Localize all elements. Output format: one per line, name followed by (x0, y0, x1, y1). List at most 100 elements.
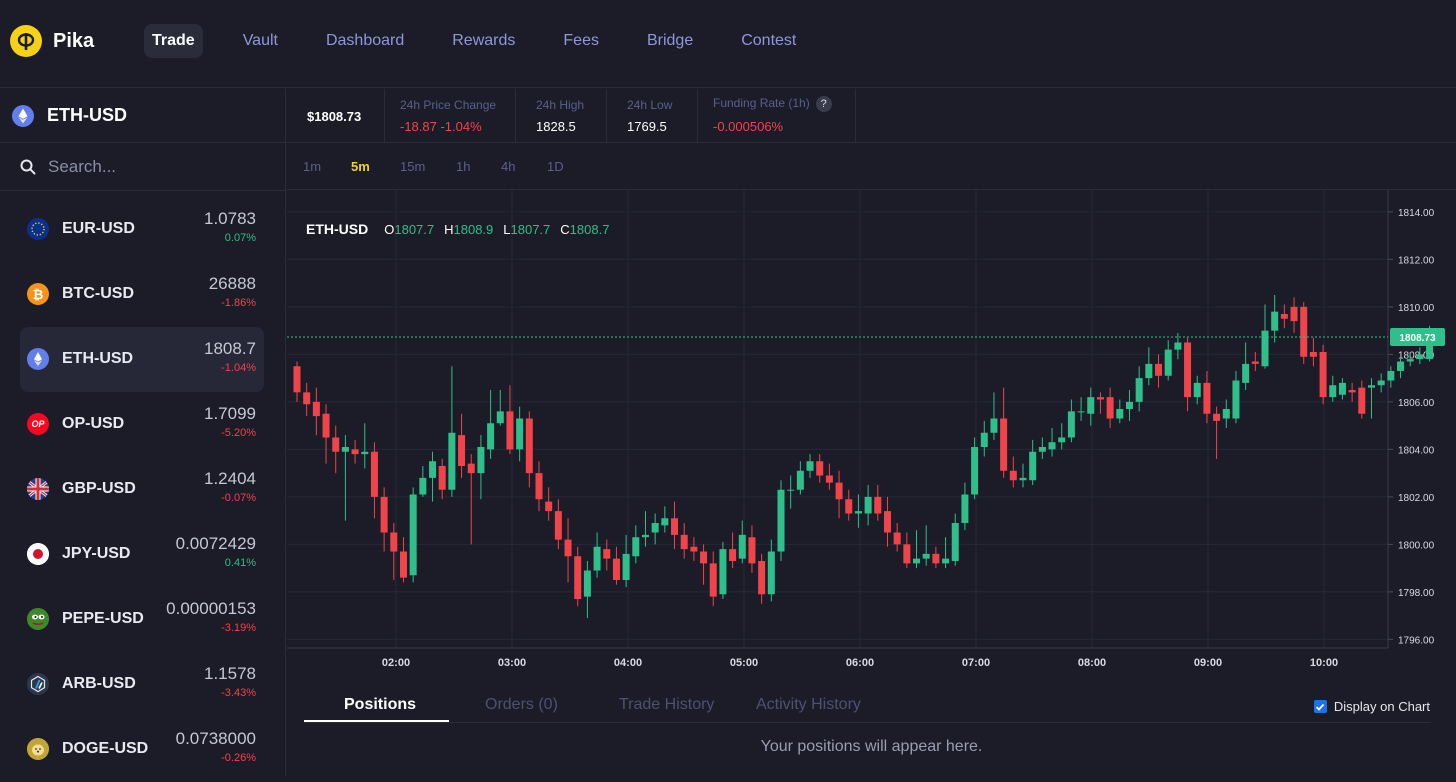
market-item-gbp-usd[interactable]: GBP-USD 1.2404 -0.07% (20, 457, 264, 522)
candle-body (1377, 380, 1385, 386)
checkbox-checked-icon[interactable] (1313, 700, 1327, 713)
candle-body (777, 489, 785, 552)
stat-24h-high: 24h High 1828.5 (516, 89, 607, 143)
stat-value: -18.87 -1.04% (400, 119, 482, 134)
uk-flag-icon (27, 478, 49, 500)
candle-body (603, 549, 611, 559)
nav-contest[interactable]: Contest (741, 32, 797, 49)
display-on-chart-label: Display on Chart (1333, 699, 1430, 714)
candle-body (429, 461, 437, 478)
market-item-op-usd[interactable]: OP OP-USD 1.7099 -5.20% (20, 392, 264, 457)
candle-body (370, 451, 378, 497)
legend-open-label: O (384, 222, 395, 237)
candle-body (554, 511, 562, 540)
candle-body (961, 494, 969, 523)
candle-body (1397, 361, 1405, 371)
market-item-doge-usd[interactable]: DOGE-USD 0.0738000 -0.26% (20, 717, 264, 782)
timeframe-15m[interactable]: 15m (400, 159, 426, 174)
timeframe-1m[interactable]: 1m (303, 159, 322, 174)
nav-rewards[interactable]: Rewards (452, 32, 516, 49)
candle-body (525, 418, 533, 474)
market-item-eth-usd[interactable]: ETH-USD 1808.7 -1.04% (20, 327, 264, 392)
candle-body (351, 449, 359, 455)
candle-body (545, 501, 553, 512)
candle-body (506, 411, 514, 450)
logo[interactable]: Pika (10, 25, 94, 57)
timeframe-1h[interactable]: 1h (456, 159, 471, 174)
candle-body (1319, 352, 1327, 398)
candle-body (516, 418, 524, 450)
search-input[interactable]: Search... (48, 156, 117, 176)
candle-body (1309, 352, 1317, 357)
market-item-btc-usd[interactable]: ₿ BTC-USD 26888 -1.86% (20, 262, 264, 327)
candle-body (796, 470, 804, 490)
stat-label: 24h High (536, 98, 585, 112)
optimism-icon: OP (27, 413, 49, 435)
candle-body (361, 451, 369, 455)
market-price: 26888 (208, 274, 256, 293)
help-icon[interactable]: ? (815, 96, 832, 112)
tab-orders[interactable]: Orders (0) (485, 696, 558, 713)
nav-vault[interactable]: Vault (242, 32, 278, 49)
candle-body (632, 537, 640, 557)
tab-activity-history[interactable]: Activity History (756, 696, 861, 713)
timeframe-1d[interactable]: 1D (547, 159, 564, 174)
market-search[interactable]: Search... (0, 143, 285, 191)
market-price: 1.7099 (204, 404, 256, 423)
nav-trade[interactable]: Trade (144, 24, 203, 58)
candle-body (1213, 413, 1221, 421)
market-item-eur-usd[interactable]: EUR-USD 1.0783 0.07% (20, 197, 264, 262)
tab-trade-history[interactable]: Trade History (619, 696, 715, 713)
y-tick-label: 1796.00 (1398, 635, 1435, 646)
candle-body (806, 461, 814, 471)
candle-body (864, 496, 872, 514)
y-tick-label: 1808.00 (1398, 350, 1435, 361)
candle-body (1348, 390, 1356, 393)
candle-body (700, 551, 708, 564)
candle-body (487, 423, 495, 450)
nav-bridge[interactable]: Bridge (646, 32, 694, 49)
x-tick-label: 07:00 (962, 657, 990, 669)
stat-label: 24h Price Change (400, 98, 497, 112)
candle-body (1135, 378, 1143, 402)
market-item-pepe-usd[interactable]: PEPE-USD 0.00000153 -3.19% (20, 587, 264, 652)
candle-body (825, 475, 833, 483)
timeframe-4h[interactable]: 4h (501, 159, 516, 174)
japan-flag-icon (27, 543, 49, 565)
x-tick-label: 06:00 (846, 657, 874, 669)
y-tick-label: 1814.00 (1398, 208, 1435, 219)
market-name: GBP-USD (62, 480, 136, 497)
candle-body (1271, 311, 1279, 331)
stat-label: 24h Low (627, 98, 673, 112)
timeframe-5m[interactable]: 5m (351, 159, 370, 174)
nav-dashboard[interactable]: Dashboard (325, 32, 405, 49)
candle-body (767, 551, 775, 595)
stat-24h-low: 24h Low 1769.5 (607, 89, 698, 143)
y-tick-label: 1802.00 (1398, 493, 1435, 504)
candle-body (322, 413, 330, 438)
market-change: -0.26% (221, 752, 256, 764)
candle-body (922, 553, 930, 559)
tab-divider (304, 722, 1431, 723)
candlestick-chart[interactable]: 1814.00 1812.00 1810.00 1808.00 1806.00 1804.… (287, 190, 1456, 676)
candle-body (1019, 477, 1027, 481)
candle-body (971, 447, 979, 495)
market-item-arb-usd[interactable]: ARB-USD 1.1578 -3.43% (20, 652, 264, 717)
market-item-jpy-usd[interactable]: JPY-USD 0.0072429 0.41% (20, 522, 264, 587)
selected-pair-header[interactable]: ETH-USD (0, 89, 285, 143)
tab-positions[interactable]: Positions (344, 696, 417, 713)
candle-body (641, 534, 649, 538)
last-price-tag (1390, 328, 1445, 347)
active-tab-indicator (304, 720, 449, 722)
bitcoin-icon: ₿ (27, 283, 49, 305)
candle-body (1232, 380, 1240, 419)
empty-positions-message: Your positions will appear here. (760, 738, 983, 755)
x-tick-label: 04:00 (614, 657, 642, 669)
display-on-chart-toggle[interactable]: Display on Chart (1313, 699, 1430, 714)
ohlc-legend: ETH-USD O1807.7 H1808.9 L1807.7 C1808.7 (306, 221, 609, 237)
top-navbar: Pika Trade Vault Dashboard Rewards Fees … (0, 0, 1456, 88)
price-chart[interactable]: 1814.00 1812.00 1810.00 1808.00 1806.00 1804.… (287, 190, 1456, 676)
candle-body (729, 549, 737, 561)
nav-fees[interactable]: Fees (563, 32, 599, 49)
candle-body (835, 482, 843, 500)
